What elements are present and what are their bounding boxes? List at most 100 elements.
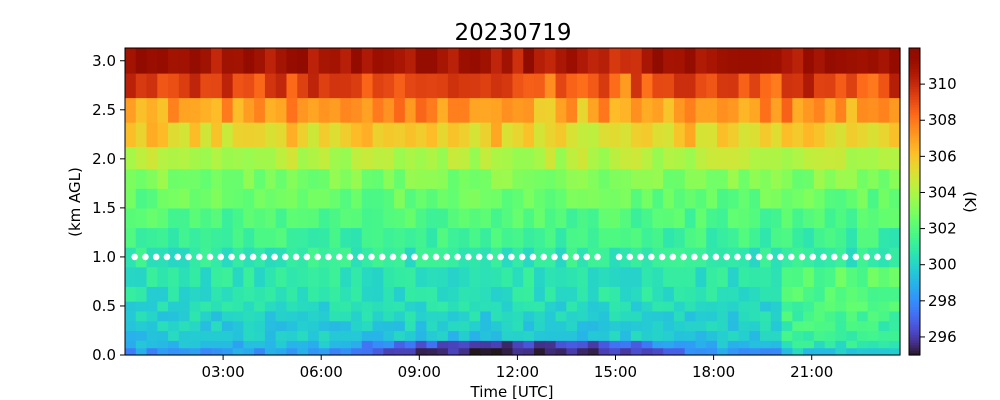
heatmap-cell [307, 122, 320, 148]
marker-point [152, 253, 160, 261]
heatmap-cell [286, 247, 298, 268]
heatmap-cell [803, 340, 815, 349]
heatmap-cell [415, 188, 427, 209]
heatmap-cell [835, 266, 847, 287]
heatmap-cell [480, 310, 492, 322]
colorbar-segment [909, 150, 920, 154]
heatmap-cell [307, 301, 320, 312]
marker-point [594, 253, 601, 261]
heatmap-cell [415, 168, 427, 189]
heatmap-cell [792, 301, 804, 312]
marker-point [540, 253, 548, 261]
heatmap-cell [286, 97, 298, 123]
heatmap-cell [824, 207, 837, 229]
colorbar-segment [909, 337, 920, 341]
heatmap-cell [125, 301, 137, 312]
heatmap-cell [415, 266, 427, 287]
heatmap-cell [760, 286, 772, 302]
heatmap-cell [146, 340, 158, 349]
colorbar-segment [909, 209, 920, 213]
heatmap-cell [555, 207, 567, 229]
heatmap-cell [480, 73, 492, 99]
heatmap-cell [189, 207, 201, 229]
heatmap-cell [781, 48, 793, 74]
heatmap-cell [609, 188, 621, 209]
heatmap-cell [770, 347, 783, 356]
heatmap-cell [673, 188, 686, 209]
heatmap-cell [490, 320, 503, 332]
heatmap-cell [372, 330, 384, 341]
heatmap-cell [286, 122, 298, 148]
heatmap-cell [361, 347, 374, 356]
heatmap-cell [792, 122, 804, 148]
heatmap-cell [329, 207, 341, 229]
heatmap-cell [221, 122, 234, 148]
heatmap-cell [232, 146, 244, 170]
heatmap-cell [275, 227, 288, 248]
heatmap-cell [437, 247, 449, 268]
heatmap-cell [211, 97, 223, 123]
colorbar-segment [909, 134, 920, 139]
heatmap-cell [437, 330, 449, 341]
colorbar-tick-label: 302 [928, 220, 957, 238]
colorbar-segment [909, 257, 920, 261]
marker-point [411, 253, 418, 261]
heatmap-cell [803, 97, 815, 123]
heatmap-cell [695, 168, 707, 189]
marker-point [669, 253, 677, 261]
heatmap-cell [243, 188, 255, 209]
heatmap-cell [738, 301, 750, 312]
heatmap-cell [297, 188, 309, 209]
heatmap-cell [383, 247, 395, 268]
heatmap-cell [329, 301, 341, 312]
heatmap-cell [254, 320, 266, 332]
marker-point [174, 253, 182, 261]
heatmap-cell [813, 286, 826, 302]
heatmap-cell [878, 347, 890, 356]
heatmap-cell [318, 207, 331, 229]
colorbar-segment [909, 252, 920, 256]
heatmap-cell [824, 122, 837, 148]
heatmap-cell [587, 207, 600, 229]
heatmap-cell [792, 286, 804, 302]
heatmap-cell [221, 266, 234, 287]
heatmap-cell [706, 227, 718, 248]
heatmap-cell [630, 320, 643, 332]
heatmap-cell [168, 301, 180, 312]
heatmap-cell [856, 97, 869, 123]
heatmap-cell [523, 301, 535, 312]
heatmap-cell [717, 188, 729, 209]
marker-point [518, 253, 526, 261]
heatmap-cell [630, 266, 643, 287]
heatmap-cell [447, 188, 460, 209]
heatmap-cell [738, 320, 750, 332]
heatmap-cell [749, 168, 761, 189]
heatmap-cell [587, 168, 600, 189]
heatmap-cell [232, 227, 244, 248]
heatmap-cell [706, 340, 718, 349]
heatmap-cell [254, 188, 266, 209]
heatmap-cell [318, 188, 331, 209]
marker-point [712, 253, 720, 261]
heatmap-cell [135, 286, 148, 302]
colorbar-segment [909, 303, 920, 307]
heatmap-cell [577, 207, 589, 229]
heatmap-cell [824, 347, 837, 356]
heatmap-cell [232, 330, 244, 341]
colorbar-segment [909, 145, 920, 149]
heatmap-cell [684, 286, 697, 302]
colorbar-segment [909, 265, 920, 269]
heatmap-cell [566, 301, 578, 312]
heatmap-cell [856, 207, 869, 229]
heatmap-cell [555, 266, 567, 287]
marker-point [680, 253, 687, 261]
heatmap-cell [663, 330, 675, 341]
heatmap-cell [157, 301, 169, 312]
heatmap-cell [630, 122, 643, 148]
heatmap-cell [824, 227, 837, 248]
colorbar-segment [909, 65, 920, 70]
heatmap-cell [824, 97, 837, 123]
heatmap-cell [480, 286, 492, 302]
heatmap-cell [717, 227, 729, 248]
colorbar-segment [909, 242, 920, 246]
